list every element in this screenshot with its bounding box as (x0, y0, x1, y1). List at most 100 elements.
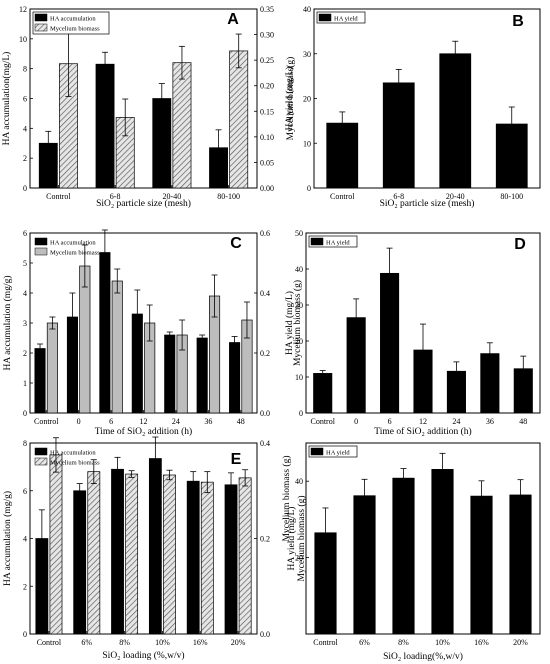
y-tick-label: 0 (23, 630, 27, 639)
category-label: 24 (452, 417, 460, 426)
plot-frame (29, 232, 258, 414)
y-tick-label: 30 (303, 50, 311, 59)
category-label: 0 (354, 417, 358, 426)
y2-tick-label: 0.4 (260, 289, 270, 298)
bar (79, 265, 91, 414)
legend-swatch (34, 457, 48, 466)
y-tick-label: 5 (23, 259, 27, 268)
y-tick-label: 8 (23, 65, 27, 74)
y-tick-label: 20 (295, 337, 303, 346)
legend-swatch (34, 13, 48, 22)
y-tick-label: 30 (295, 301, 303, 310)
chart-panel-f: 20 40 Control 6% 8% 10% 16% 20% SiO₂ loading(%,w… (281, 442, 541, 662)
panel-label: E (231, 451, 242, 468)
y-tick-label: 40 (303, 5, 311, 14)
y-tick-label: 10 (303, 139, 311, 148)
bar (509, 494, 532, 635)
y-tick-label: 2 (23, 349, 27, 358)
y-tick-label: 1 (23, 379, 27, 388)
plot-frame (305, 442, 541, 635)
y2-tick-label: 0.20 (260, 82, 274, 91)
category-label: Control (330, 192, 355, 201)
category-label: Control (313, 638, 338, 647)
x-axis-label: SiO₂ particle size (mesh) (96, 198, 191, 209)
y-tick-label: 0 (307, 184, 311, 193)
bar (382, 82, 415, 189)
category-label: 16% (474, 638, 489, 647)
x-axis-label: SiO₂ particle size (mesh) (380, 198, 475, 209)
y2-tick-label: 0.15 (260, 107, 274, 116)
bar (196, 337, 208, 414)
y-tick-label: 20 (303, 95, 311, 104)
y-tick-label: 2 (23, 582, 27, 591)
bar (229, 50, 249, 189)
y-tick-label: 20 (295, 554, 303, 563)
category-label: Control (37, 638, 62, 647)
category-label: 6% (359, 638, 370, 647)
y2-tick-label: 0.30 (260, 31, 274, 40)
chart-panel-d: 0 10 20 30 40 50 Control 0 6 12 24 36 48 Time of SiO₂… (284, 229, 541, 437)
y-tick-label: 4 (23, 124, 27, 133)
category-label: Control (310, 417, 335, 426)
y2-axis-label: Mycelium biomass(g) (285, 57, 296, 141)
bar (164, 334, 176, 414)
panel-label: F (513, 593, 523, 610)
chart-panel-a: 0 2 4 6 8 10 12 0.00 0.05 0.10 0.15 0.20 0.25 0.30 0.3… (1, 5, 296, 209)
bar (95, 63, 115, 189)
y2-tick-label: 0.25 (260, 56, 274, 65)
category-label: 80-100 (500, 192, 523, 201)
legend-label: HA yield (326, 240, 350, 247)
chart-panel-e: 0 2 4 6 8 0.0 0.2 0.4 Control 6% 8% 10% 16% 20% SiO₂ l… (2, 436, 307, 661)
bar (353, 495, 376, 635)
legend-label: HA accumulation (50, 240, 96, 247)
y2-tick-label: 0.10 (260, 133, 274, 142)
legend-box (316, 11, 366, 24)
y2-tick-label: 0.2 (260, 535, 270, 544)
y-tick-label: 2 (23, 154, 27, 163)
category-label: 0 (77, 417, 81, 426)
category-label: 6% (81, 638, 92, 647)
category-label: 48 (519, 417, 527, 426)
bar (172, 62, 192, 189)
y-axis-label: HA accumulation (mg/g) (2, 491, 13, 586)
legend-box (308, 235, 358, 248)
panel-label: A (227, 11, 239, 28)
legend-box (32, 11, 110, 35)
category-label: 6-8 (110, 192, 121, 201)
y-tick-label: 50 (295, 229, 303, 238)
y2-tick-label: 0.00 (260, 184, 274, 193)
y-tick-label: 0 (299, 409, 303, 418)
bar (200, 481, 214, 635)
y-tick-label: 0 (23, 184, 27, 193)
y-tick-label: 8 (23, 439, 27, 448)
x-axis-label: Time of SiO₂ addition (h) (95, 426, 192, 437)
legend-label: HA yield (326, 450, 350, 457)
category-label: 20-40 (446, 192, 465, 201)
bar (46, 322, 58, 414)
category-label: 12 (419, 417, 427, 426)
y2-axis-label: Mycelium biomass (g) (296, 495, 307, 581)
y2-tick-label: 0.35 (260, 5, 274, 14)
bar (87, 471, 101, 635)
y-axis-label: HA accumulation (mg/g) (2, 276, 13, 371)
bar (229, 342, 241, 414)
y-tick-label: 12 (19, 5, 27, 14)
y-tick-label: 0 (23, 409, 27, 418)
y2-tick-label: 0.05 (260, 158, 274, 167)
category-label: 8% (119, 638, 130, 647)
category-label: 48 (237, 417, 245, 426)
legend-label: Mycelium biomass (50, 460, 100, 467)
y-tick-label: 4 (23, 535, 27, 544)
bar (111, 468, 124, 635)
x-axis-label: SiO₂ loading (%,w/v) (102, 650, 184, 661)
category-label: 16% (193, 638, 208, 647)
bar (238, 477, 252, 635)
legend-swatch (34, 447, 48, 456)
legend-swatch (34, 247, 48, 256)
category-label: 20% (231, 638, 246, 647)
bar (163, 474, 176, 635)
x-axis-label: SiO₂ loading(%,w/v) (383, 651, 463, 662)
legend-box (308, 445, 358, 458)
category-label: 20% (513, 638, 528, 647)
